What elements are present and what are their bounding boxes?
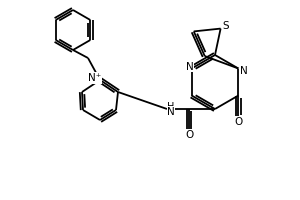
Text: O: O xyxy=(234,116,242,127)
Text: N⁺: N⁺ xyxy=(88,73,102,83)
Text: S: S xyxy=(222,21,229,31)
Text: O: O xyxy=(185,130,193,140)
Text: N: N xyxy=(239,66,247,75)
Text: H: H xyxy=(167,102,175,112)
Text: N: N xyxy=(167,107,175,117)
Text: N: N xyxy=(186,62,194,72)
